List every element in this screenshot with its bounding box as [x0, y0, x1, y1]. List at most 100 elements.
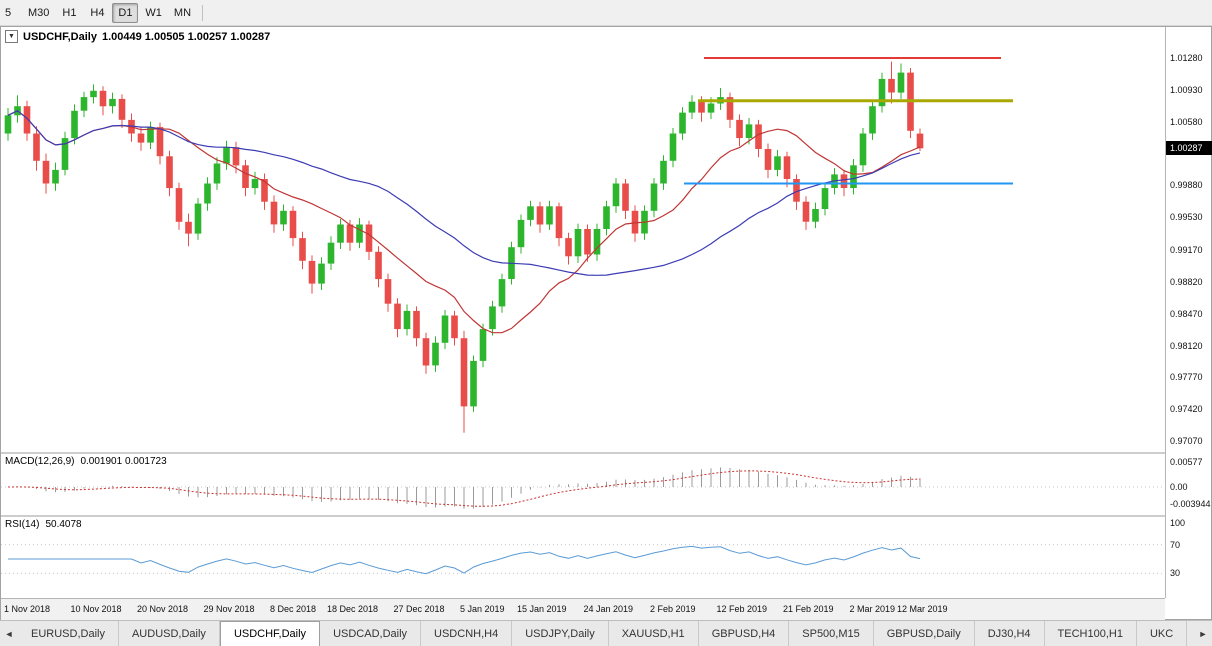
candle-body	[337, 224, 344, 243]
tab-dj30-h4[interactable]: DJ30,H4	[975, 621, 1045, 646]
candle-body	[318, 263, 325, 284]
candle-body	[793, 179, 800, 202]
candle-body	[346, 224, 354, 243]
rsi-value: 50.4078	[45, 519, 82, 530]
tf-button-h1[interactable]: H1	[62, 6, 77, 19]
ma-slow-line	[7, 110, 921, 276]
candle-body	[679, 112, 686, 134]
price-axis-label: 0.99170	[1170, 245, 1203, 255]
chart-tab-bar: ◄ EURUSD,Daily AUDUSD,Daily USDCHF,Daily USD…	[0, 620, 1212, 646]
candle-body	[888, 78, 895, 93]
candle-body	[52, 169, 59, 184]
toolbar-separator	[202, 4, 204, 21]
price-axis-label: 1.00930	[1170, 84, 1203, 95]
candle-body	[650, 183, 658, 211]
candle-body	[584, 229, 591, 255]
candle-body	[137, 133, 145, 143]
candle-body	[432, 342, 439, 366]
tab-usdcad-daily[interactable]: USDCAD,Daily	[320, 621, 422, 646]
timeframe-toolbar: 5 M30 H1 H4 D1 W1 MN	[0, 0, 1212, 26]
candle-body	[764, 149, 772, 170]
candle-body	[80, 97, 88, 111]
candle-body	[878, 78, 886, 107]
price-axis[interactable]: 1.01280 1.00930 1.00580 0.99880 0.99530 0.991…	[1165, 27, 1212, 598]
candle-body	[489, 306, 496, 330]
time-axis-label: 18 Dec 2018	[327, 604, 379, 614]
macd-histogram	[17, 467, 921, 509]
macd-axis-label: -0.003944	[1170, 499, 1211, 510]
candle-body	[185, 221, 192, 234]
candle-body	[821, 188, 829, 209]
candle-body	[90, 90, 97, 98]
candle-body	[4, 115, 12, 134]
tab-gbpusd-h4[interactable]: GBPUSD,H4	[699, 621, 790, 646]
candle-body	[242, 165, 249, 188]
tf-button-w1[interactable]: W1	[145, 6, 162, 19]
tab-usdcnh-h4[interactable]: USDCNH,H4	[421, 621, 513, 646]
candle-body	[850, 165, 857, 188]
candle-body	[194, 203, 202, 234]
tab-gbpusd-daily[interactable]: GBPUSD,Daily	[874, 621, 975, 646]
candle-body	[213, 163, 221, 184]
chart-dropdown-icon[interactable]: ▼	[5, 30, 18, 43]
price-axis-label: 0.97420	[1170, 404, 1203, 415]
price-axis-label: 0.98470	[1170, 308, 1203, 319]
candle-body	[156, 127, 164, 157]
rsi-panel-divider[interactable]	[1, 515, 1165, 517]
candle-body	[61, 138, 69, 170]
tf-button-m30[interactable]: M30	[28, 6, 50, 19]
rsi-canvas[interactable]	[1, 517, 1165, 598]
candle-body	[280, 210, 287, 225]
tf-button-d1[interactable]: D1	[112, 2, 139, 23]
tab-sp500-m15[interactable]: SP500,M15	[789, 621, 874, 646]
tab-eurusd-daily[interactable]: EURUSD,Daily	[18, 621, 119, 646]
macd-panel-divider[interactable]	[1, 452, 1165, 454]
rsi-name: RSI(14)	[5, 519, 40, 530]
tabs-scroll-right-button[interactable]: ►	[1198, 628, 1208, 639]
candle-body	[574, 229, 582, 257]
candle-body	[612, 183, 620, 207]
candle-body	[99, 90, 107, 107]
tab-usdchf-daily[interactable]: USDCHF,Daily	[219, 621, 321, 646]
time-axis-label: 12 Mar 2019	[897, 604, 948, 614]
candle-body	[308, 260, 316, 284]
tf-button-mn[interactable]: MN	[173, 6, 192, 19]
tab-tech100-h1[interactable]: TECH100,H1	[1045, 621, 1137, 646]
macd-values: 0.001901 0.001723	[80, 456, 167, 467]
candle-body	[232, 147, 240, 166]
time-axis[interactable]: 1 Nov 2018 10 Nov 2018 20 Nov 2018 29 Nov 2…	[1, 598, 1165, 621]
current-price-tag: 1.00287	[1166, 141, 1212, 156]
rsi-axis-label: 30	[1170, 568, 1181, 579]
candle-body	[698, 101, 705, 113]
candle-body	[774, 156, 781, 170]
time-axis-label: 5 Jan 2019	[460, 604, 505, 614]
chart-symbol-label: USDCHF,Daily	[23, 30, 97, 43]
chart-title: ▼ USDCHF,Daily 1.00449 1.00505 1.00257 1…	[5, 30, 270, 43]
time-axis-label: 2 Mar 2019	[849, 604, 896, 614]
candle-body	[783, 156, 791, 179]
chart-window: ▼ USDCHF,Daily 1.00449 1.00505 1.00257 1…	[0, 26, 1212, 621]
tf-button-5[interactable]: 5	[4, 6, 12, 19]
rsi-label: RSI(14) 50.4078	[5, 519, 82, 530]
candle-body	[299, 238, 306, 261]
tab-audusd-daily[interactable]: AUDUSD,Daily	[119, 621, 220, 646]
tabs-scroll-left-button[interactable]: ◄	[4, 628, 14, 639]
candle-body	[745, 124, 753, 138]
candle-body	[175, 188, 183, 222]
time-axis-label: 21 Feb 2019	[783, 604, 834, 614]
time-axis-label: 2 Feb 2019	[650, 604, 696, 614]
tab-ukc[interactable]: UKC	[1137, 621, 1188, 646]
price-chart-canvas[interactable]	[1, 27, 1165, 452]
macd-canvas[interactable]	[1, 454, 1165, 515]
tf-button-h4[interactable]: H4	[90, 6, 105, 19]
candle-body	[802, 201, 810, 222]
time-axis-label: 1 Nov 2018	[4, 604, 51, 614]
price-axis-label: 0.97770	[1170, 372, 1203, 383]
time-axis-label: 12 Feb 2019	[716, 604, 768, 614]
candle-body	[479, 329, 487, 361]
tab-xauusd-h1[interactable]: XAUUSD,H1	[609, 621, 699, 646]
price-axis-label: 1.00580	[1170, 116, 1203, 127]
candle-body	[261, 179, 268, 202]
tab-usdjpy-daily[interactable]: USDJPY,Daily	[512, 621, 609, 646]
